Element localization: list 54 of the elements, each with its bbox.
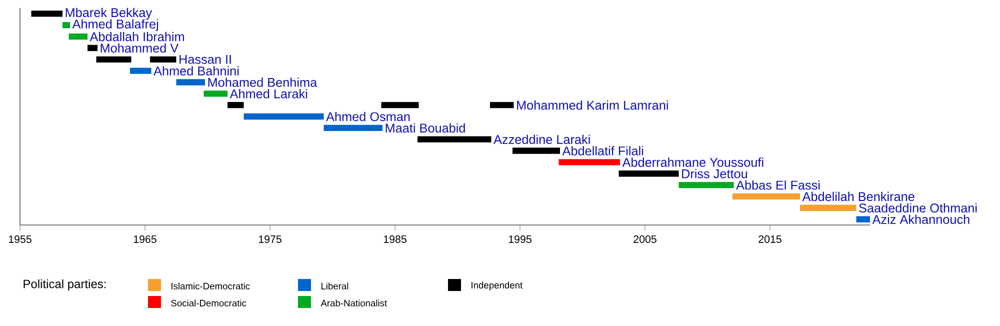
bar <box>68 33 88 40</box>
y-tick-label: Mohammed Karim Lamrani <box>517 100 668 110</box>
y-tick-label: Aziz Akhannouch <box>872 214 970 224</box>
y-tick-label: Abdelilah Benkirane <box>802 192 914 202</box>
y-tick-label: Ahmed Osman <box>326 112 410 122</box>
y-tick-label: Mbarek Bekkay <box>66 8 152 20</box>
legend-label: Arab-Nationalist <box>320 300 388 306</box>
bar <box>558 159 620 166</box>
bar <box>31 10 63 17</box>
bar <box>490 102 514 108</box>
bar <box>800 204 856 211</box>
y-tick-label: Ahmed Laraki <box>230 89 308 98</box>
bar <box>176 79 206 86</box>
y-tick-label: Abdellatif Filali <box>562 146 644 156</box>
y-tick-label: Abderrahmane Youssoufi <box>622 158 764 167</box>
y-tick-label: Mohammed V <box>100 43 179 53</box>
legend-label: Liberal <box>321 282 348 290</box>
bar <box>678 182 734 188</box>
bar <box>418 136 492 142</box>
bar <box>88 44 98 52</box>
x-tick-label: 1955 <box>8 235 32 243</box>
bar <box>62 22 70 28</box>
bar <box>732 193 800 200</box>
legend-label: Independent <box>472 282 523 290</box>
x-tick-label: 2005 <box>634 235 656 243</box>
bar <box>228 102 244 108</box>
y-tick-label: Ahmed Bahnini <box>154 66 239 76</box>
bar <box>324 124 383 132</box>
bar <box>130 68 152 74</box>
y-tick-label: Hassan II <box>180 54 231 64</box>
y-tick-label: Driss Jettou <box>682 168 748 178</box>
x-tick-label: 1975 <box>258 235 282 243</box>
bar <box>618 170 679 177</box>
x-tick-label: 1965 <box>134 235 156 243</box>
legend-title: Political parties: <box>24 279 106 291</box>
legend-label: Social-Democratic <box>171 300 246 306</box>
bar <box>150 56 176 62</box>
bar <box>381 102 419 108</box>
y-tick-label: Abdallah Ibrahim <box>90 32 184 42</box>
y-tick-label: Azzeddine Laraki <box>494 134 590 144</box>
y-tick-label: Saadeddine Othmani <box>859 203 977 213</box>
x-tick-label: 1995 <box>508 235 532 243</box>
x-tick-label: 2015 <box>758 235 782 243</box>
x-tick-label: 1985 <box>384 235 406 243</box>
bar <box>204 90 228 97</box>
y-tick-label: Mohamed Benhima <box>208 78 318 87</box>
y-tick-label: Maati Bouabid <box>386 123 465 133</box>
bar <box>856 216 870 222</box>
y-tick-label: Ahmed Balafrej <box>72 19 158 32</box>
bar <box>512 148 560 154</box>
bar <box>244 113 324 120</box>
legend-label: Islamic-Democratic <box>172 282 250 290</box>
y-tick-label: Abbas El Fassi <box>736 180 820 190</box>
bar <box>96 56 132 62</box>
